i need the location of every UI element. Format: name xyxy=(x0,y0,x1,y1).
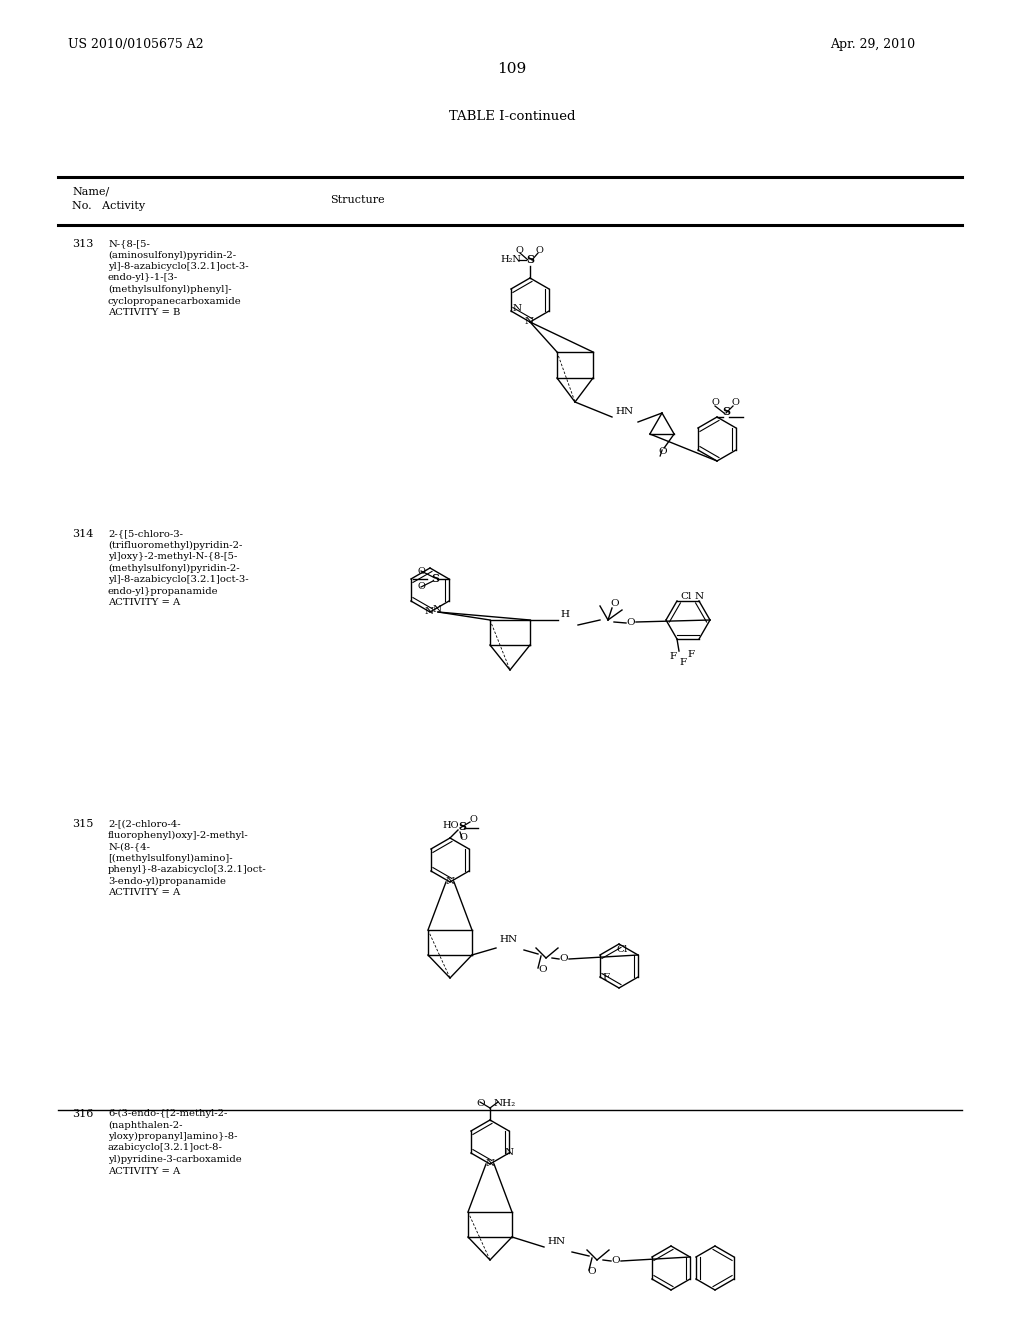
Text: H: H xyxy=(560,610,569,619)
Text: N: N xyxy=(504,1148,513,1158)
Text: O: O xyxy=(417,568,425,576)
Text: H₂N: H₂N xyxy=(500,255,521,264)
Text: N-(8-{4-: N-(8-{4- xyxy=(108,842,150,851)
Text: N: N xyxy=(525,317,535,326)
Text: F: F xyxy=(679,659,686,667)
Text: N: N xyxy=(513,304,522,313)
Text: (naphthalen-2-: (naphthalen-2- xyxy=(108,1121,182,1130)
Text: cyclopropanecarboxamide: cyclopropanecarboxamide xyxy=(108,297,242,305)
Text: O: O xyxy=(731,399,739,407)
Text: ACTIVITY = A: ACTIVITY = A xyxy=(108,1167,180,1176)
Text: (trifluoromethyl)pyridin-2-: (trifluoromethyl)pyridin-2- xyxy=(108,540,243,549)
Text: US 2010/0105675 A2: US 2010/0105675 A2 xyxy=(68,38,204,51)
Text: ACTIVITY = B: ACTIVITY = B xyxy=(108,308,180,317)
Text: HN: HN xyxy=(547,1237,565,1246)
Text: HN: HN xyxy=(615,407,633,416)
Text: (methylsulfonyl)pyridin-2-: (methylsulfonyl)pyridin-2- xyxy=(108,564,240,573)
Text: azabicyclo[3.2.1]oct-8-: azabicyclo[3.2.1]oct-8- xyxy=(108,1143,223,1152)
Text: 2-{[5-chloro-3-: 2-{[5-chloro-3- xyxy=(108,529,183,539)
Text: N-{8-[5-: N-{8-[5- xyxy=(108,239,150,248)
Text: O: O xyxy=(476,1100,484,1107)
Text: O: O xyxy=(460,833,468,842)
Text: O: O xyxy=(626,618,635,627)
Text: 316: 316 xyxy=(72,1109,93,1119)
Text: O: O xyxy=(516,246,524,255)
Text: N: N xyxy=(433,605,442,614)
Text: endo-yl}propanamide: endo-yl}propanamide xyxy=(108,586,219,595)
Text: Cl: Cl xyxy=(680,591,691,601)
Text: N: N xyxy=(486,1159,496,1168)
Text: O: O xyxy=(711,399,719,407)
Text: Structure: Structure xyxy=(330,195,385,205)
Text: S: S xyxy=(458,821,466,832)
Text: N: N xyxy=(695,591,705,601)
Text: O: O xyxy=(559,954,567,964)
Text: F: F xyxy=(687,649,694,659)
Text: fluorophenyl)oxy]-2-methyl-: fluorophenyl)oxy]-2-methyl- xyxy=(108,830,249,840)
Text: 314: 314 xyxy=(72,529,93,539)
Text: endo-yl}-1-[3-: endo-yl}-1-[3- xyxy=(108,273,178,282)
Text: O: O xyxy=(587,1267,596,1276)
Text: ACTIVITY = A: ACTIVITY = A xyxy=(108,888,180,898)
Text: O: O xyxy=(658,447,667,455)
Text: NH₂: NH₂ xyxy=(494,1100,516,1107)
Text: O: O xyxy=(417,582,425,591)
Text: F: F xyxy=(669,652,676,661)
Text: S: S xyxy=(526,253,534,265)
Text: ACTIVITY = A: ACTIVITY = A xyxy=(108,598,180,607)
Text: F: F xyxy=(603,973,610,982)
Text: O: O xyxy=(470,814,478,824)
Text: (aminosulfonyl)pyridin-2-: (aminosulfonyl)pyridin-2- xyxy=(108,251,237,260)
Text: 313: 313 xyxy=(72,239,93,249)
Text: O: O xyxy=(611,1257,620,1265)
Text: S: S xyxy=(431,573,439,583)
Text: O: O xyxy=(536,246,544,255)
Text: S: S xyxy=(722,407,730,417)
Text: [(methylsulfonyl)amino]-: [(methylsulfonyl)amino]- xyxy=(108,854,232,863)
Text: O: O xyxy=(538,965,547,974)
Text: Apr. 29, 2010: Apr. 29, 2010 xyxy=(830,38,915,51)
Text: yloxy)propanyl]amino}-8-: yloxy)propanyl]amino}-8- xyxy=(108,1133,238,1140)
Text: Cl: Cl xyxy=(616,945,628,954)
Text: 2-[(2-chloro-4-: 2-[(2-chloro-4- xyxy=(108,818,180,828)
Text: yl]-8-azabicyclo[3.2.1]oct-3-: yl]-8-azabicyclo[3.2.1]oct-3- xyxy=(108,576,249,583)
Text: yl]oxy}-2-methyl-N-{8-[5-: yl]oxy}-2-methyl-N-{8-[5- xyxy=(108,552,238,561)
Text: O: O xyxy=(610,599,618,609)
Text: (methylsulfonyl)phenyl]-: (methylsulfonyl)phenyl]- xyxy=(108,285,231,294)
Text: HO: HO xyxy=(442,821,459,830)
Text: N: N xyxy=(446,876,455,886)
Text: TABLE I-continued: TABLE I-continued xyxy=(449,110,575,123)
Text: 109: 109 xyxy=(498,62,526,77)
Text: No.   Activity: No. Activity xyxy=(72,201,145,211)
Text: N: N xyxy=(425,607,434,616)
Text: 6-(3-endo-{[2-methyl-2-: 6-(3-endo-{[2-methyl-2- xyxy=(108,1109,227,1118)
Text: yl)pyridine-3-carboxamide: yl)pyridine-3-carboxamide xyxy=(108,1155,242,1164)
Text: HN: HN xyxy=(499,935,517,944)
Text: 3-endo-yl)propanamide: 3-endo-yl)propanamide xyxy=(108,876,226,886)
Text: Name/: Name/ xyxy=(72,187,110,197)
Text: phenyl}-8-azabicyclo[3.2.1]oct-: phenyl}-8-azabicyclo[3.2.1]oct- xyxy=(108,865,266,874)
Text: yl]-8-azabicyclo[3.2.1]oct-3-: yl]-8-azabicyclo[3.2.1]oct-3- xyxy=(108,261,249,271)
Text: 315: 315 xyxy=(72,818,93,829)
